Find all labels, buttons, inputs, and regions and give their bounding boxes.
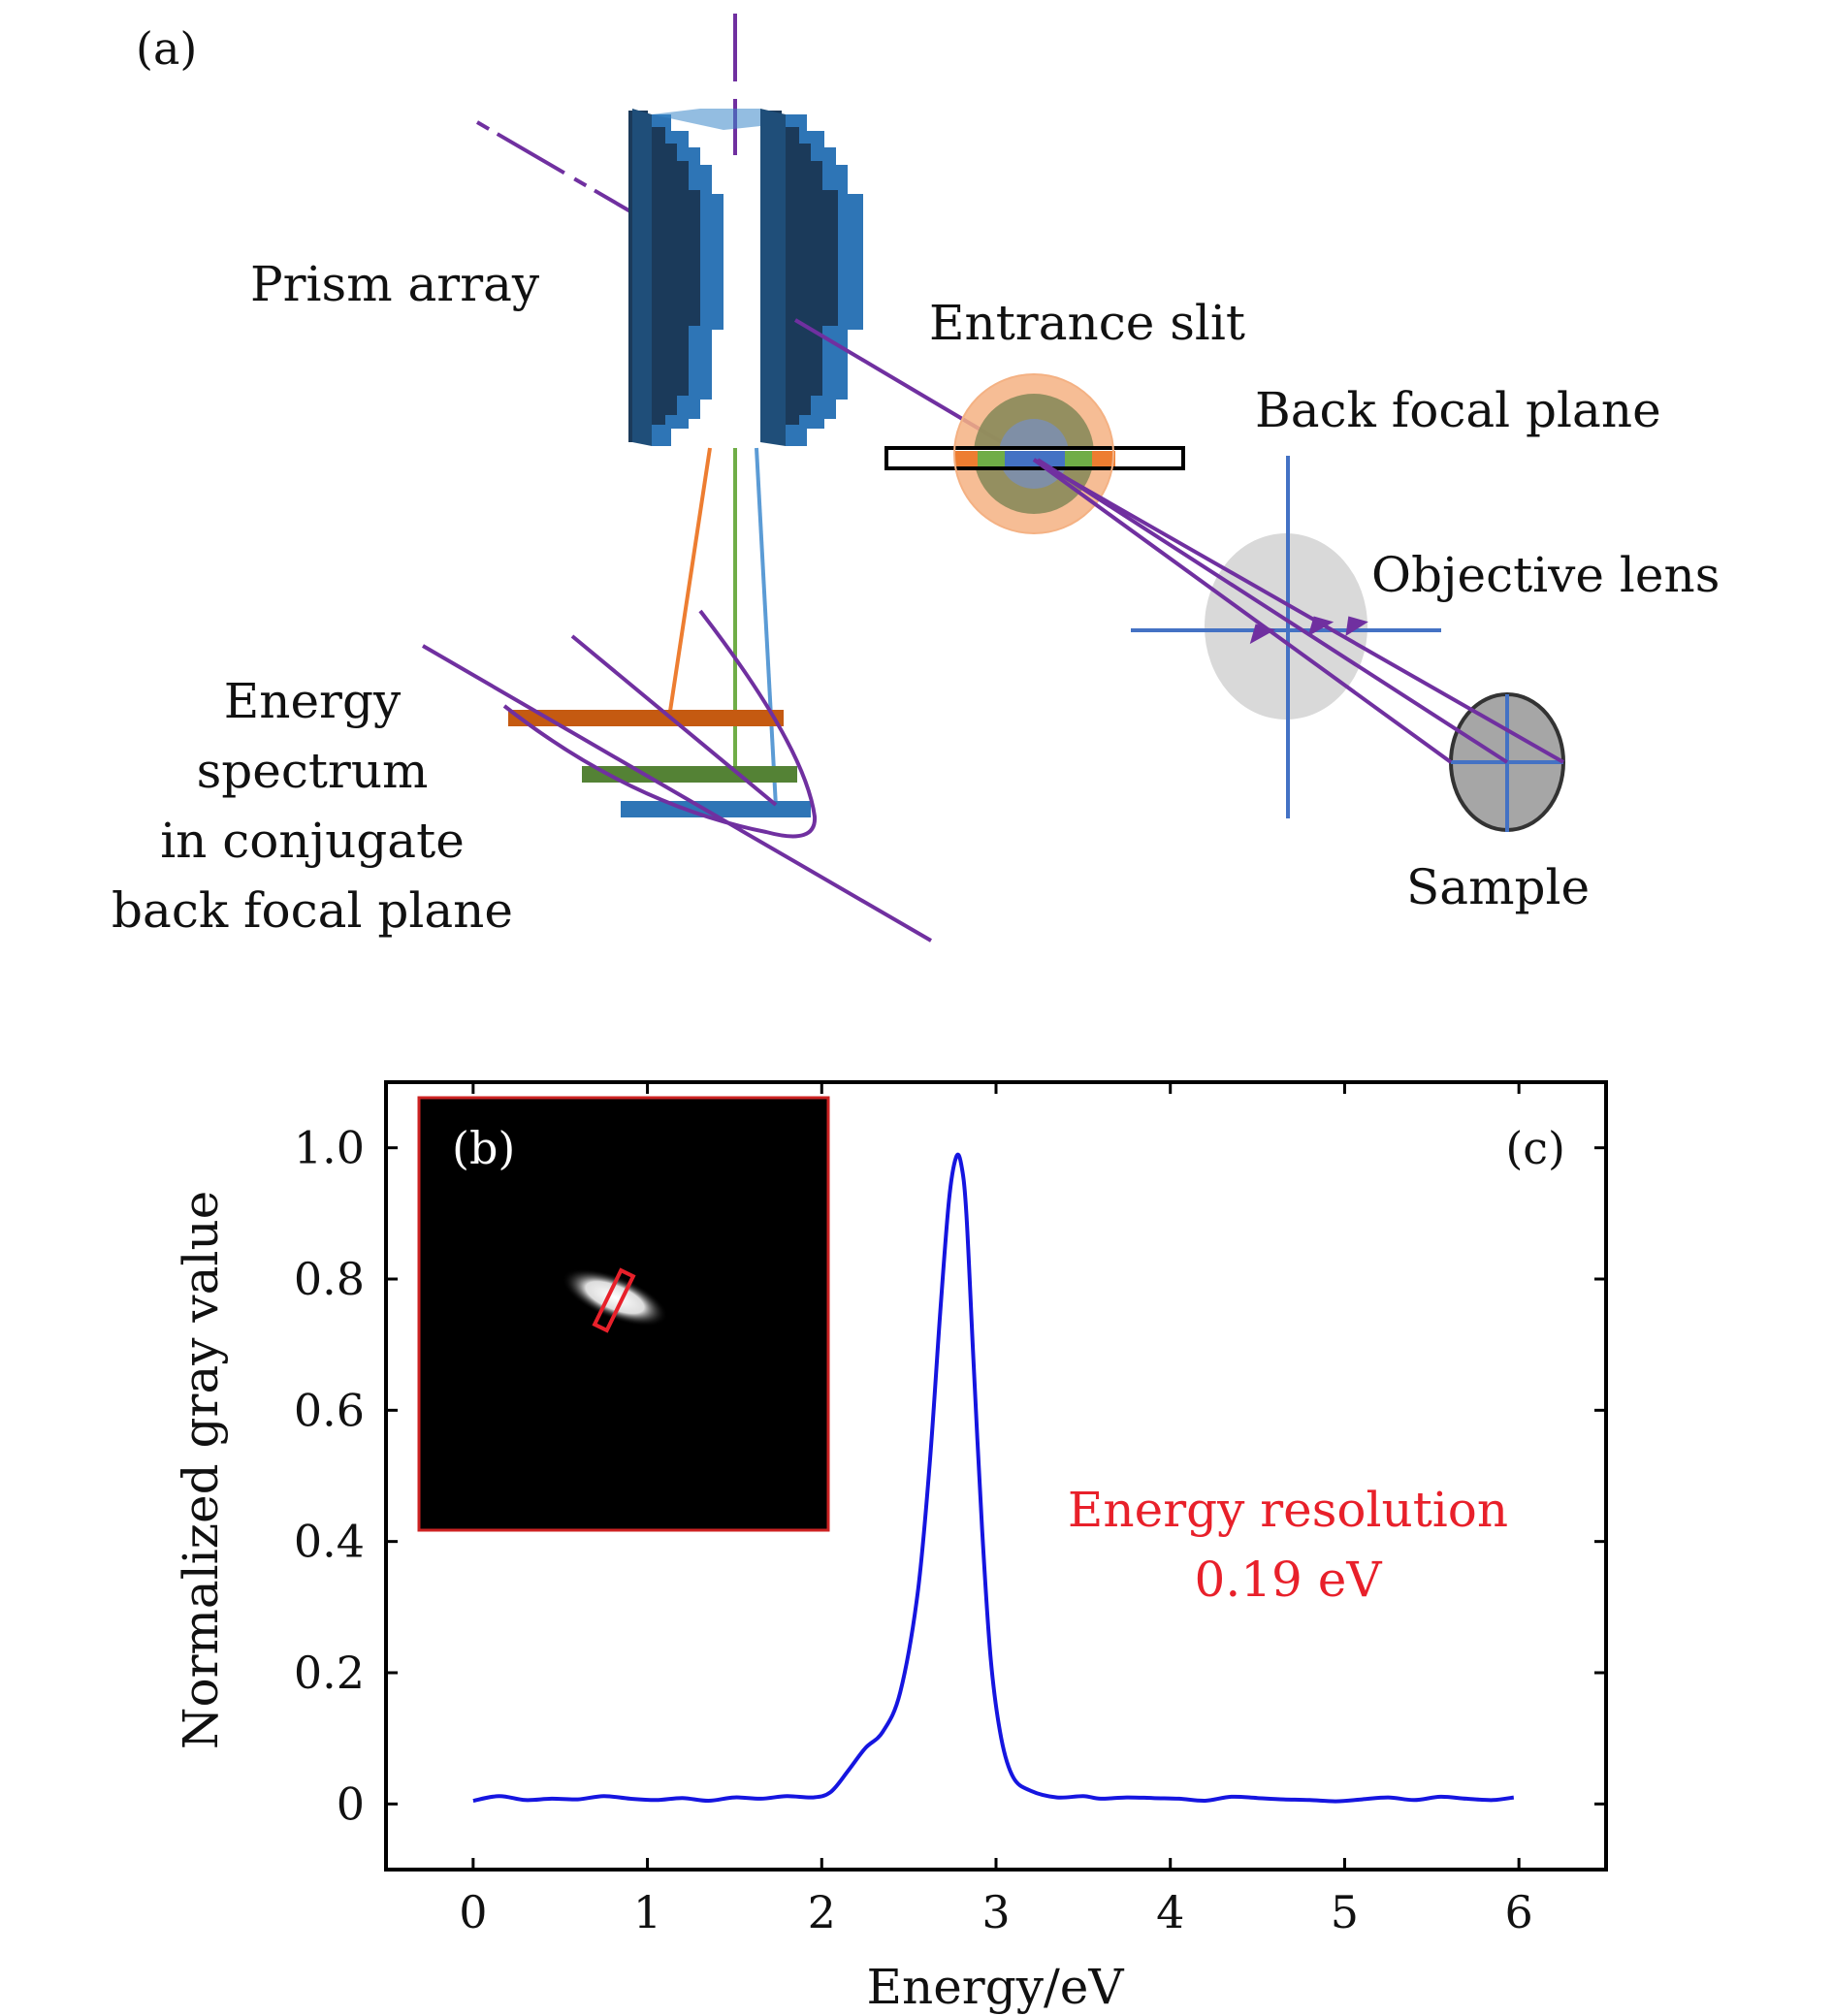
x-tick-label: 4 (1156, 1886, 1184, 1938)
y-tick-label: 0.6 (294, 1384, 365, 1436)
x-tick-label: 5 (1331, 1886, 1359, 1938)
inset-red-box (592, 1267, 636, 1333)
prism-array-label: Prism array (250, 256, 540, 312)
inset-b: (b) (417, 1096, 830, 1532)
sample (1449, 692, 1565, 832)
annotation-line-2: 0.19 eV (1195, 1552, 1383, 1608)
objective-lens (1131, 456, 1441, 818)
spectrum-label-1: Energy (224, 673, 402, 729)
panel-b-label: (b) (452, 1122, 515, 1174)
panel-c-chart: (b) 0 1 2 3 4 5 6 0 0.2 0.4 0.6 0.8 1.0 (c) Energy r… (173, 1080, 1608, 2015)
spectrum-label-4: back focal plane (112, 882, 513, 939)
orange-ray (667, 447, 712, 719)
energy-spectrum (421, 609, 933, 943)
y-axis-label: Normalized gray value (173, 1191, 229, 1750)
entrance-slit-label: Entrance slit (929, 295, 1245, 351)
y-tick-label: 0 (337, 1777, 365, 1830)
annotation-line-1: Energy resolution (1068, 1482, 1508, 1538)
y-tick-label: 0.4 (294, 1516, 365, 1568)
series-layer (472, 1152, 1515, 1804)
series-line (472, 1152, 1515, 1804)
y-tick-label: 1.0 (294, 1122, 365, 1174)
panel-c-label: (c) (1505, 1122, 1565, 1174)
spectrum-label-2: spectrum (197, 743, 429, 799)
inset-image (417, 1096, 830, 1532)
imaging-rays (1032, 458, 1564, 764)
panel-a-label: (a) (136, 22, 197, 75)
entrance-slit (884, 373, 1185, 534)
x-tick-label: 1 (633, 1886, 661, 1938)
panel-a-schematic: (a) Prism array Energy spect (112, 14, 1720, 943)
objective-lens-label: Objective lens (1371, 547, 1720, 603)
axis-ticks: 0 1 2 3 4 5 6 0 0.2 0.4 0.6 0.8 1.0 (294, 1082, 1606, 1938)
inset-spot (562, 1268, 668, 1327)
y-tick-label: 0.2 (294, 1647, 365, 1699)
x-tick-label: 0 (459, 1886, 487, 1938)
back-focal-plane-label: Back focal plane (1255, 382, 1661, 438)
prism-array (628, 109, 863, 446)
x-axis-label: Energy/eV (867, 1959, 1125, 2015)
spectrum-label-3: in conjugate (160, 813, 465, 869)
y-tick-label: 0.8 (294, 1253, 365, 1305)
oblique-dashed-axis (475, 120, 632, 213)
x-tick-label: 6 (1505, 1886, 1533, 1938)
sample-label: Sample (1406, 859, 1590, 915)
x-tick-label: 2 (808, 1886, 836, 1938)
x-tick-label: 3 (981, 1886, 1010, 1938)
blue-ray (755, 447, 778, 808)
